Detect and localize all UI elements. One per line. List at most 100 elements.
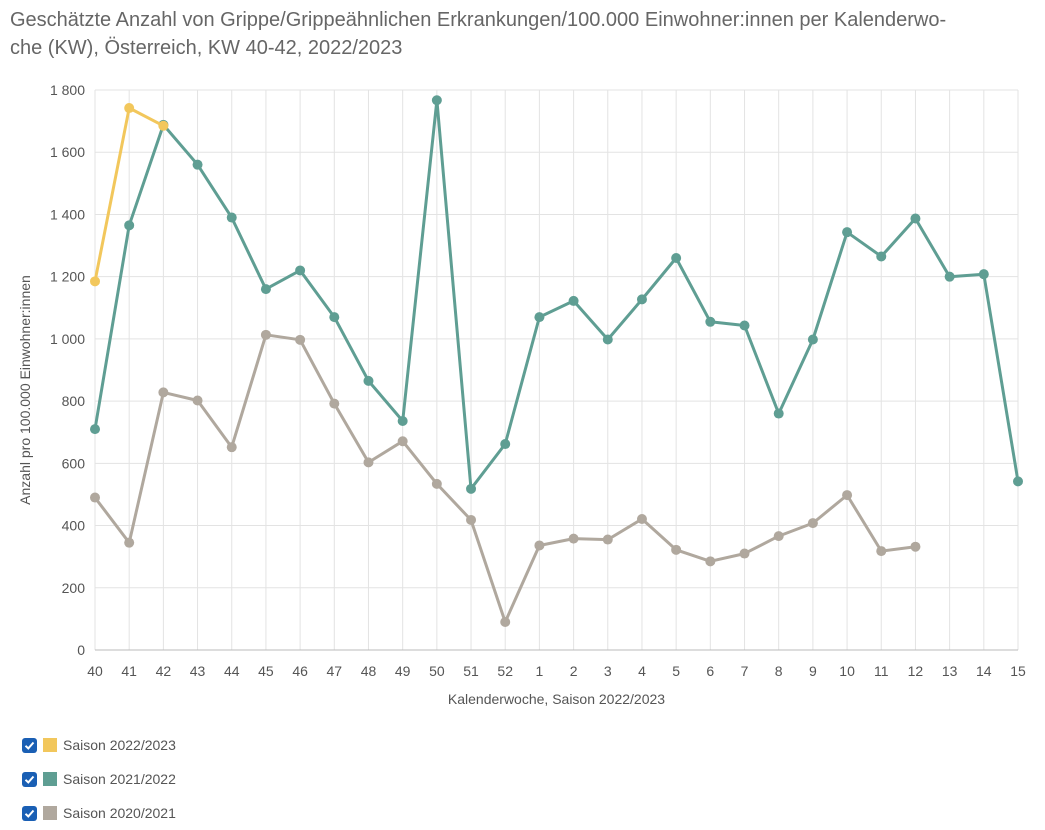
legend-item-saison-2021-2022[interactable]: Saison 2021/2022 (22, 762, 176, 796)
data-point-saison-2021-2022 (876, 251, 887, 262)
data-point-saison-2021-2022 (978, 269, 989, 280)
y-tick-label: 400 (62, 518, 86, 534)
checkbox-checked-icon[interactable] (22, 771, 37, 787)
data-point-saison-2020-2021 (534, 540, 545, 551)
x-tick-label: 5 (672, 663, 680, 679)
x-tick-label: 45 (258, 663, 274, 679)
data-point-saison-2021-2022 (944, 271, 955, 282)
x-tick-label: 8 (775, 663, 783, 679)
line-chart: 0 200 400 600 800 1 000 1 200 1 400 1 600 1 800 40… (17, 82, 1026, 707)
data-point-saison-2021-2022 (807, 334, 818, 345)
legend-swatch (43, 738, 57, 752)
x-tick-label: 6 (706, 663, 714, 679)
x-tick-label: 41 (121, 663, 137, 679)
legend-label: Saison 2020/2021 (63, 805, 176, 821)
data-point-saison-2020-2021 (158, 387, 169, 398)
checkbox-checked-icon[interactable] (22, 805, 37, 821)
data-point-saison-2020-2021 (807, 518, 818, 529)
data-point-saison-2021-2022 (295, 265, 306, 276)
data-point-saison-2021-2022 (773, 408, 784, 419)
data-point-saison-2021-2022 (466, 483, 477, 494)
x-tick-label: 47 (327, 663, 343, 679)
data-point-saison-2020-2021 (773, 531, 784, 542)
data-point-saison-2020-2021 (226, 442, 237, 453)
x-tick-label: 42 (156, 663, 172, 679)
x-tick-label: 13 (942, 663, 958, 679)
legend-label: Saison 2021/2022 (63, 771, 176, 787)
data-point-saison-2020-2021 (705, 556, 716, 567)
data-point-saison-2021-2022 (124, 220, 135, 231)
data-point-saison-2020-2021 (842, 490, 853, 501)
legend-swatch (43, 772, 57, 786)
data-point-saison-2021-2022 (260, 284, 271, 295)
chart-title: Geschätzte Anzahl von Grippe/Grippeähnli… (10, 6, 1040, 62)
x-tick-label: 44 (224, 663, 240, 679)
x-axis-title: Kalenderwoche, Saison 2022/2023 (448, 691, 665, 707)
data-point-saison-2021-2022 (90, 424, 100, 435)
x-tick-label: 51 (463, 663, 479, 679)
y-tick-label: 1 200 (50, 269, 85, 285)
y-tick-label: 1 600 (50, 144, 85, 160)
y-tick-label: 1 800 (50, 82, 85, 98)
data-point-saison-2021-2022 (329, 312, 340, 323)
x-tick-label: 3 (604, 663, 612, 679)
data-point-saison-2021-2022 (192, 159, 203, 170)
data-point-saison-2021-2022 (397, 416, 408, 427)
x-tick-label: 2 (570, 663, 578, 679)
y-tick-label: 600 (62, 455, 86, 471)
x-tick-label: 46 (292, 663, 308, 679)
data-point-saison-2020-2021 (124, 537, 135, 548)
data-point-saison-2020-2021 (363, 457, 374, 468)
legend-item-saison-2020-2021[interactable]: Saison 2020/2021 (22, 796, 176, 830)
x-tick-label: 50 (429, 663, 445, 679)
y-tick-label: 0 (77, 642, 85, 658)
checkbox-checked-icon[interactable] (22, 737, 37, 753)
x-tick-label: 1 (536, 663, 544, 679)
data-point-saison-2021-2022 (842, 227, 853, 238)
legend-swatch (43, 806, 57, 820)
data-point-saison-2020-2021 (910, 541, 921, 552)
legend-item-saison-2022-2023[interactable]: Saison 2022/2023 (22, 728, 176, 762)
data-point-saison-2020-2021 (431, 478, 442, 489)
data-point-saison-2020-2021 (636, 514, 647, 525)
data-point-saison-2020-2021 (568, 533, 579, 544)
data-point-saison-2020-2021 (295, 334, 306, 345)
data-point-saison-2022-2023 (90, 276, 100, 287)
x-tick-label: 14 (976, 663, 992, 679)
x-tick-label: 43 (190, 663, 206, 679)
y-tick-label: 800 (62, 393, 86, 409)
x-tick-label: 48 (361, 663, 377, 679)
x-tick-label: 9 (809, 663, 817, 679)
data-point-saison-2020-2021 (602, 534, 613, 545)
data-point-saison-2022-2023 (158, 120, 169, 131)
chart-title-line-2: che (KW), Österreich, KW 40-42, 2022/202… (10, 37, 403, 59)
data-point-saison-2021-2022 (636, 294, 647, 305)
data-point-saison-2021-2022 (602, 334, 613, 345)
data-point-saison-2020-2021 (397, 436, 408, 447)
x-tick-label: 7 (741, 663, 749, 679)
data-point-saison-2021-2022 (910, 213, 921, 224)
x-tick-label: 15 (1010, 663, 1026, 679)
y-axis-title: Anzahl pro 100.000 Einwohner:innen (17, 275, 33, 505)
data-point-saison-2020-2021 (90, 492, 100, 503)
legend: Saison 2022/2023 Saison 2021/2022 Saison… (22, 728, 176, 830)
x-tick-label: 12 (908, 663, 924, 679)
series-line-saison-2021-2022 (93, 98, 1020, 491)
x-tick-label: 52 (497, 663, 513, 679)
x-tick-label: 49 (395, 663, 411, 679)
data-point-saison-2022-2023 (124, 103, 135, 114)
y-tick-label: 1 400 (50, 206, 85, 222)
data-point-saison-2020-2021 (466, 514, 477, 525)
y-tick-label: 1 000 (50, 331, 85, 347)
x-tick-label: 4 (638, 663, 646, 679)
data-point-saison-2021-2022 (500, 439, 511, 450)
data-point-saison-2020-2021 (329, 398, 340, 409)
data-point-saison-2021-2022 (431, 95, 442, 106)
data-point-saison-2020-2021 (192, 395, 203, 406)
data-point-saison-2021-2022 (534, 312, 545, 323)
data-point-saison-2020-2021 (876, 546, 887, 557)
data-point-saison-2021-2022 (226, 212, 237, 223)
data-point-saison-2020-2021 (260, 329, 271, 340)
data-point-saison-2021-2022 (363, 375, 374, 386)
x-tick-label: 10 (839, 663, 855, 679)
